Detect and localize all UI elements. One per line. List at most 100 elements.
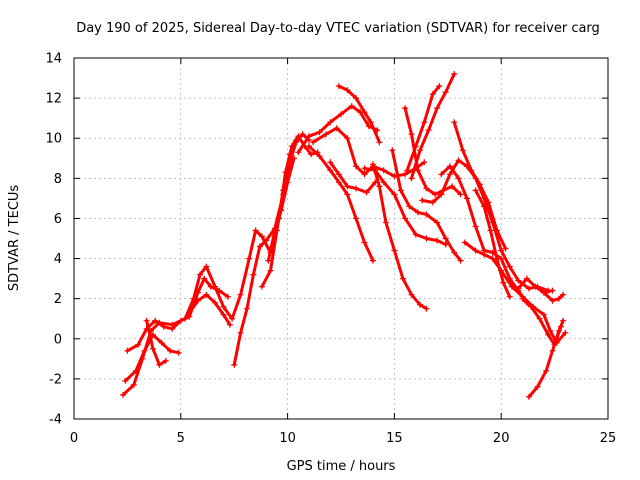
data-point (335, 171, 342, 178)
data-point (348, 103, 355, 110)
data-point (540, 311, 547, 318)
data-point (156, 361, 163, 368)
data-point (229, 315, 236, 322)
data-point (344, 191, 351, 198)
data-point (399, 275, 406, 282)
series-points-track-10 (335, 83, 383, 146)
data-point (414, 167, 421, 174)
data-point (327, 119, 334, 126)
data-point (367, 119, 374, 126)
y-tick-label: 6 (54, 212, 62, 227)
data-point (391, 191, 398, 198)
data-point (489, 249, 496, 256)
data-point (344, 135, 351, 142)
data-point (203, 291, 210, 298)
series-points-track-13 (327, 159, 379, 196)
data-point (372, 179, 379, 186)
series-path-track-19 (405, 84, 441, 172)
data-point (160, 323, 167, 330)
data-point (498, 267, 505, 274)
data-point (446, 163, 453, 170)
series-points-track-16 (389, 147, 464, 264)
data-point (526, 393, 532, 400)
data-point (382, 219, 389, 226)
data-point (560, 317, 567, 324)
data-point (421, 159, 428, 166)
data-point (461, 239, 468, 246)
data-point (380, 167, 387, 174)
data-point (244, 305, 250, 312)
data-point (308, 151, 315, 158)
data-point (402, 171, 409, 178)
data-point (150, 331, 156, 338)
data-point (472, 247, 479, 254)
series-points-track-15 (370, 161, 430, 312)
data-point (442, 235, 449, 242)
data-point (143, 317, 150, 324)
series-points-track-22 (451, 119, 509, 252)
data-point (485, 199, 492, 206)
data-point (306, 143, 312, 150)
data-point (323, 131, 329, 138)
series-path-track-5 (187, 293, 232, 327)
x-tick-labels: 0 5 10 15 20 25 (70, 431, 616, 446)
data-point (220, 311, 227, 318)
data-point (374, 127, 381, 134)
series-points-track-25 (519, 295, 564, 348)
x-tick-label: 10 (279, 431, 296, 446)
data-point (284, 179, 291, 186)
data-point (226, 321, 233, 328)
data-point (370, 161, 376, 168)
data-point (267, 249, 274, 256)
data-point (237, 291, 244, 298)
chart-title: Day 190 of 2025, Sidereal Day-to-day VTE… (76, 21, 600, 36)
data-point (434, 237, 441, 244)
series-path-track-17 (403, 106, 463, 196)
y-tick-label: -4 (49, 413, 62, 428)
data-point (190, 295, 197, 302)
data-point (169, 325, 176, 332)
data-point (397, 187, 404, 194)
y-tick-label: 0 (54, 332, 62, 347)
series-points-track-11 (306, 143, 376, 264)
data-point (406, 203, 413, 210)
series-points-track-1 (120, 133, 321, 398)
series-path-track-2 (125, 277, 230, 353)
data-point (464, 163, 470, 170)
data-point (508, 283, 515, 290)
data-point (451, 119, 458, 126)
series-path-track-23 (474, 188, 512, 299)
data-point (361, 109, 368, 116)
data-point (457, 257, 464, 264)
series-path-track-24 (463, 241, 567, 345)
data-point (344, 183, 351, 190)
data-point (451, 249, 458, 256)
data-point (177, 317, 184, 324)
data-point (372, 167, 379, 174)
data-point (380, 179, 387, 186)
series-points-track-8 (265, 155, 297, 264)
data-point (487, 227, 494, 234)
series-path-track-27 (542, 291, 565, 303)
series-points-track-14 (361, 165, 449, 248)
data-point (389, 147, 396, 154)
data-point (370, 257, 376, 264)
data-point (267, 267, 274, 274)
data-point (549, 347, 556, 354)
data-point (216, 287, 223, 294)
data-point (555, 295, 562, 302)
data-point (344, 87, 351, 94)
series-path-track-4 (145, 319, 168, 367)
data-point (361, 171, 368, 178)
data-point (549, 297, 556, 304)
data-point (502, 245, 509, 252)
data-point (353, 185, 359, 192)
y-tick-label: 4 (54, 252, 62, 267)
data-point (464, 195, 470, 202)
data-point (259, 233, 265, 240)
data-point (558, 323, 564, 330)
series-points-track-17 (402, 105, 464, 198)
data-point (167, 347, 174, 354)
data-point (515, 277, 522, 284)
y-tick-label: 10 (45, 132, 62, 147)
